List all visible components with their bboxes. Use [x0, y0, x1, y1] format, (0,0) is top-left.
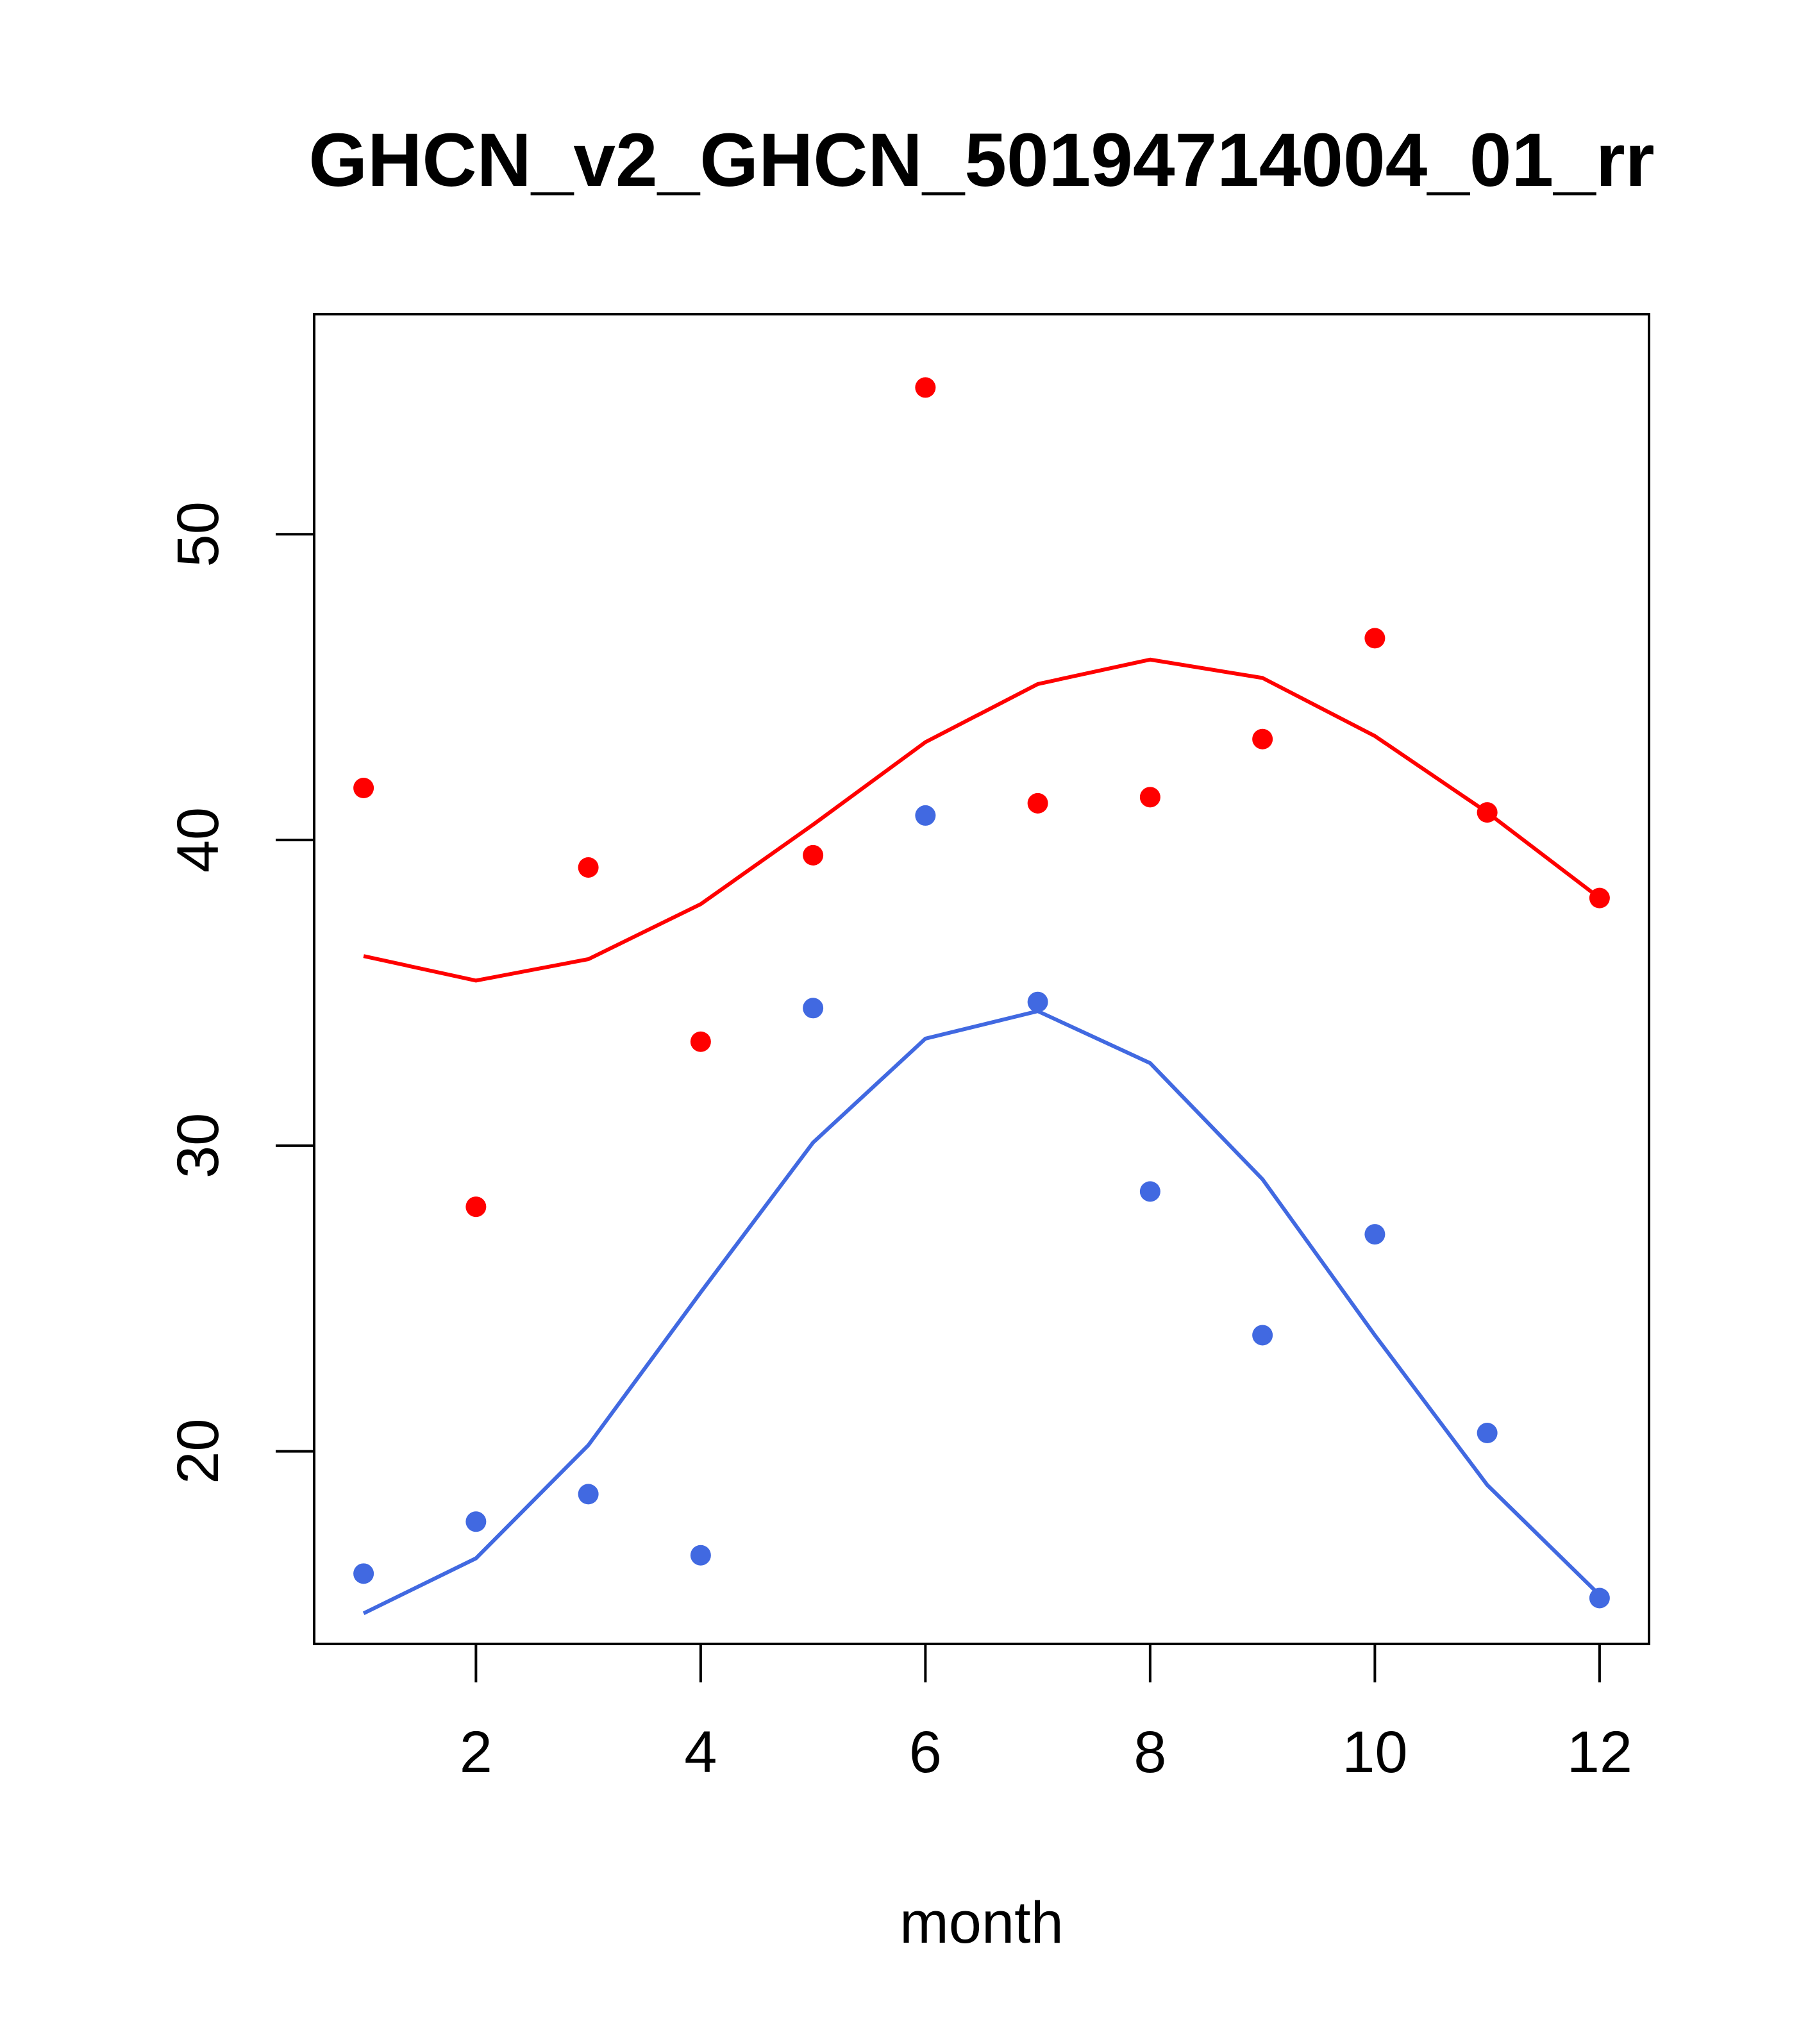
x-tick-label: 10	[1342, 1720, 1407, 1785]
series-2-line	[362, 1009, 1601, 1616]
y-tick-label: 20	[165, 1418, 231, 1484]
series-1-point	[1589, 887, 1610, 909]
series-1-point	[1139, 787, 1160, 808]
series-1-point	[690, 1031, 711, 1052]
series-1-point	[803, 844, 824, 866]
series-2-point	[1589, 1587, 1610, 1609]
x-tick-label: 2	[460, 1720, 492, 1785]
series-2-point	[1139, 1181, 1160, 1202]
series-2-point	[465, 1511, 487, 1532]
series-2-point	[1252, 1325, 1273, 1346]
x-axis: 2 4 6 8 10 12	[460, 1644, 1632, 1785]
x-tick-label: 8	[1134, 1720, 1166, 1785]
series-2-point	[1027, 991, 1048, 1012]
series-2-point	[915, 805, 936, 826]
series-1-point	[1027, 792, 1048, 814]
series-lines	[362, 657, 1601, 1616]
series-1-point	[1364, 628, 1386, 649]
series-2-point	[1364, 1224, 1386, 1245]
y-tick-label: 40	[165, 807, 231, 873]
plot-frame	[313, 313, 1650, 1645]
series-points	[353, 377, 1610, 1609]
y-tick-label: 50	[165, 501, 231, 567]
series-2-point	[1477, 1423, 1498, 1444]
x-tick-label: 12	[1567, 1720, 1632, 1785]
series-1-point	[1477, 802, 1498, 823]
series-2-point	[353, 1563, 374, 1584]
series-1-point	[1252, 728, 1273, 750]
x-axis-label: month	[900, 1890, 1064, 1956]
series-1-point	[915, 377, 936, 398]
series-1-point	[578, 857, 599, 878]
y-axis: 20 30 40 50	[165, 501, 314, 1484]
chart-title: GHCN_v2_GHCN_50194714004_01_rr	[308, 118, 1654, 203]
series-1-point	[465, 1196, 487, 1218]
series-1-line	[363, 657, 1601, 983]
series-2-point	[578, 1484, 599, 1505]
x-tick-label: 6	[909, 1720, 942, 1785]
series-2-point	[803, 998, 824, 1019]
x-tick-label: 4	[684, 1720, 717, 1785]
series-1-point	[353, 778, 374, 799]
series-2-point	[690, 1545, 711, 1566]
y-tick-label: 30	[165, 1113, 231, 1178]
